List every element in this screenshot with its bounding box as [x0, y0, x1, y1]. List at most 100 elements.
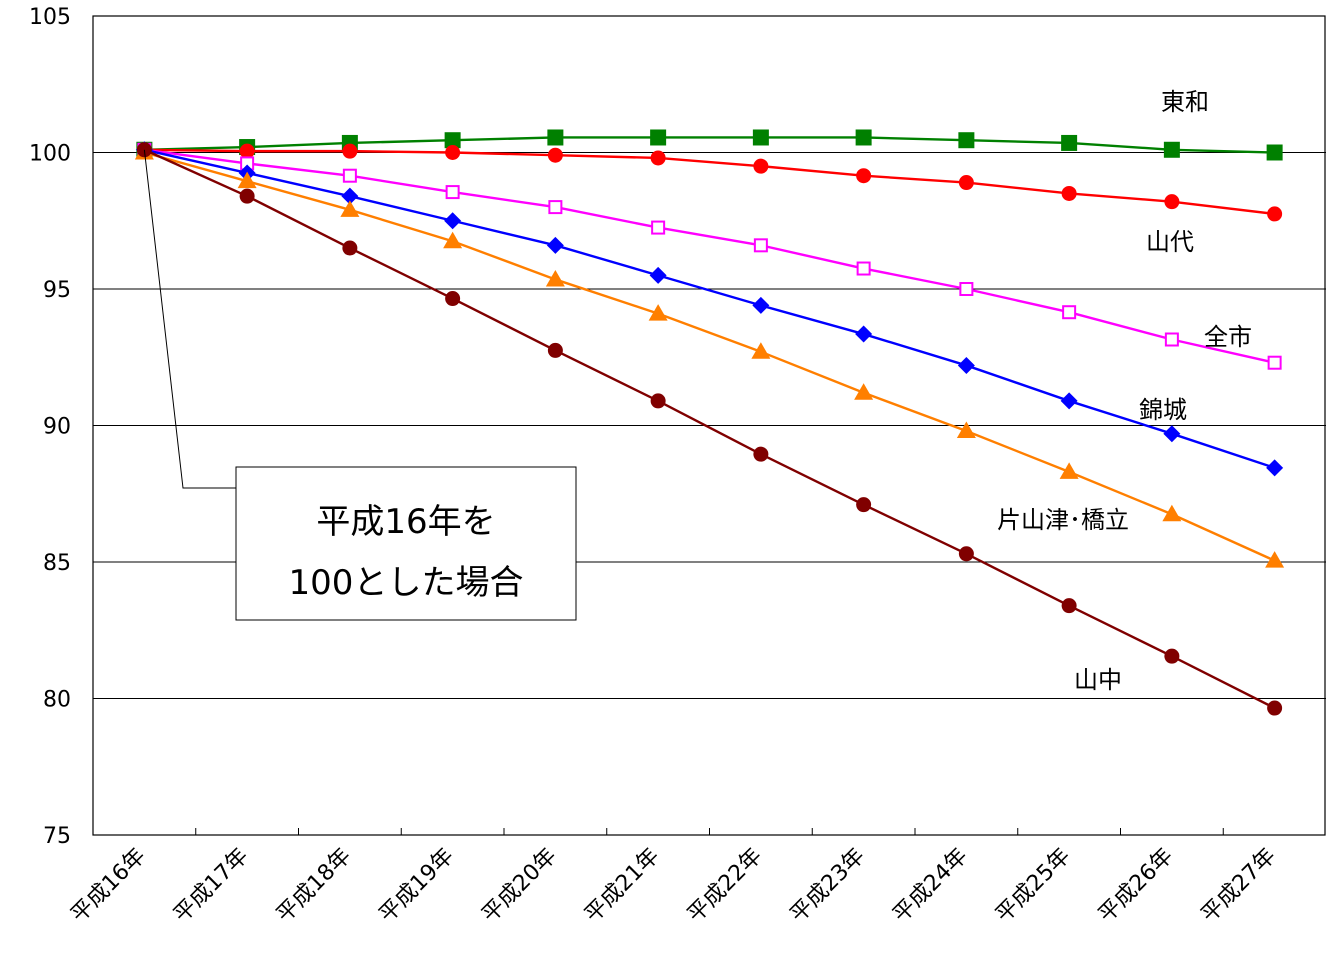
data-point: [1265, 551, 1285, 568]
data-point: [648, 304, 668, 321]
data-point: [752, 129, 769, 146]
data-point: [445, 145, 461, 160]
data-point: [1267, 355, 1282, 370]
annotation-callout: 平成16年を 100とした場合: [143, 149, 577, 621]
data-point: [958, 175, 974, 191]
data-point: [649, 266, 667, 284]
data-point: [650, 129, 667, 146]
series-label: 山中: [1074, 666, 1122, 694]
data-point: [856, 261, 871, 276]
data-point: [443, 231, 463, 249]
data-point: [547, 342, 563, 358]
data-point: [651, 220, 666, 235]
data-point: [753, 446, 769, 462]
data-point: [342, 168, 357, 183]
data-point: [1061, 598, 1077, 614]
data-point: [1164, 332, 1179, 347]
data-point: [545, 269, 565, 287]
y-axis-ticks: 75 80 85 90 95 100 105: [29, 5, 71, 849]
data-point: [1266, 459, 1284, 477]
data-point: [1163, 425, 1181, 443]
data-point: [1061, 185, 1077, 201]
data-point: [1163, 141, 1180, 158]
x-tick-label: 平成25年: [991, 844, 1075, 928]
series-2: [137, 142, 1282, 370]
series-label: 山代: [1146, 228, 1194, 256]
series-line: [144, 148, 1275, 216]
data-point: [856, 497, 872, 513]
y-tick-label: 95: [43, 278, 71, 303]
series-label: 錦城: [1139, 396, 1187, 424]
series-line: [144, 136, 1275, 154]
data-point: [1164, 648, 1180, 664]
x-tick-label: 平成21年: [580, 844, 664, 928]
y-tick-label: 90: [43, 415, 71, 440]
data-point: [751, 342, 771, 359]
data-point: [855, 325, 873, 343]
series-line: [144, 148, 1275, 364]
series-1: [136, 142, 1283, 222]
x-tick-label: 平成16年: [66, 844, 150, 928]
annotation-line-1: 平成16年を: [316, 502, 495, 542]
data-point: [445, 291, 461, 307]
data-point: [1059, 462, 1079, 479]
y-tick-label: 75: [43, 824, 71, 849]
data-point: [341, 187, 359, 205]
data-point: [957, 356, 975, 374]
data-point: [1164, 194, 1180, 210]
series-line: [143, 148, 1276, 710]
series-0: [136, 129, 1283, 161]
data-point: [1061, 134, 1078, 151]
data-point: [1060, 392, 1078, 410]
data-point: [958, 132, 975, 149]
data-point: [340, 200, 360, 217]
series-label: 東和: [1161, 88, 1209, 116]
data-point: [854, 383, 874, 400]
x-tick-label: 平成27年: [1197, 844, 1281, 928]
data-point: [547, 147, 563, 163]
data-point: [548, 200, 563, 215]
data-point: [650, 393, 666, 409]
data-point: [1267, 700, 1283, 716]
y-tick-label: 85: [43, 551, 71, 576]
data-point: [752, 296, 770, 314]
data-point: [958, 546, 974, 562]
annotation-leader-line: [143, 149, 236, 489]
series-line: [144, 151, 1276, 562]
x-tick-label: 平成20年: [477, 844, 561, 928]
data-point: [444, 212, 462, 230]
x-tick-label: 平成17年: [169, 844, 253, 928]
data-point: [855, 129, 872, 146]
data-point: [1267, 206, 1283, 222]
data-point: [342, 143, 358, 159]
data-point: [1266, 144, 1283, 161]
y-tick-label: 105: [29, 5, 71, 30]
y-tick-label: 100: [29, 142, 71, 167]
data-point: [650, 150, 666, 166]
x-axis-ticks: 平成16年 平成17年 平成18年 平成19年 平成20年 平成21年 平成22年 平成23年…: [66, 828, 1281, 928]
data-point: [239, 143, 255, 159]
data-point: [445, 185, 460, 200]
series-group: [134, 129, 1285, 716]
x-tick-label: 平成23年: [786, 844, 870, 928]
series-line: [144, 148, 1276, 469]
data-point: [956, 421, 976, 438]
x-tick-label: 平成19年: [375, 844, 459, 928]
series-5: [136, 142, 1283, 716]
x-tick-label: 平成24年: [888, 844, 972, 928]
data-point: [753, 158, 769, 174]
data-point: [1062, 305, 1077, 320]
data-point: [546, 236, 564, 254]
data-point: [547, 129, 564, 146]
x-tick-label: 平成18年: [272, 844, 356, 928]
data-point: [239, 188, 255, 204]
data-point: [856, 168, 872, 184]
data-point: [237, 171, 257, 189]
annotation-box: [235, 466, 577, 621]
data-point: [342, 240, 358, 256]
data-point: [1162, 504, 1182, 522]
x-tick-label: 平成22年: [683, 844, 767, 928]
data-point: [959, 282, 974, 296]
